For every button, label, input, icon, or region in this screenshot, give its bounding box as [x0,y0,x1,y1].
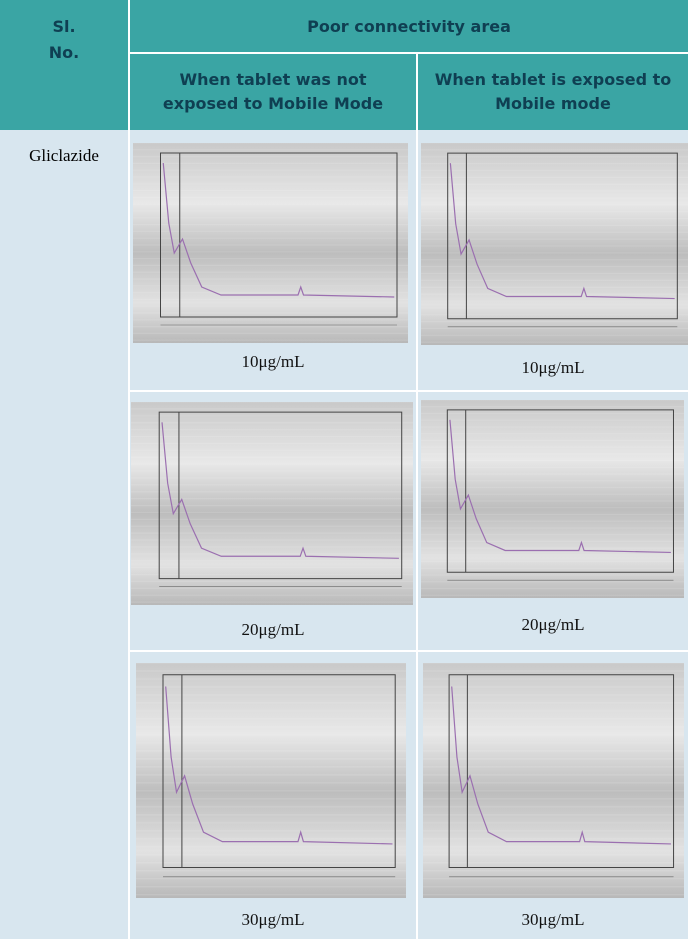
divider [128,650,688,652]
divider [416,52,418,939]
divider [128,52,688,54]
spectrum-photo [423,663,684,898]
header-cell: When tablet was not exposed to Mobile Mo… [130,54,416,130]
spectrum-photo [131,402,413,605]
header-text: Sl. No. [42,14,86,66]
header-text: When tablet was not exposed to Mobile Mo… [156,68,391,116]
concentration-caption: 10μg/mL [130,352,416,372]
divider [128,390,688,392]
drug-name: Gliclazide [0,130,128,170]
spectrum-photo [421,143,688,345]
concentration-caption: 30μg/mL [418,910,688,930]
header-cell: Sl. No. [0,0,128,130]
divider [128,0,130,939]
concentration-caption: 20μg/mL [130,620,416,640]
header-cell: When tablet is exposed to Mobile mode [418,54,688,130]
spectrum-photo [136,663,406,898]
spectrum-photo [133,143,408,343]
table: Sl. No. Poor connectivity area When tabl… [0,0,688,939]
header-text: Poor connectivity area [307,17,511,36]
concentration-caption: 10μg/mL [418,358,688,378]
concentration-caption: 30μg/mL [130,910,416,930]
header-cell: Poor connectivity area [130,0,688,52]
header-text: When tablet is exposed to Mobile mode [423,68,683,116]
spectrum-photo [421,400,684,598]
concentration-caption: 20μg/mL [418,615,688,635]
